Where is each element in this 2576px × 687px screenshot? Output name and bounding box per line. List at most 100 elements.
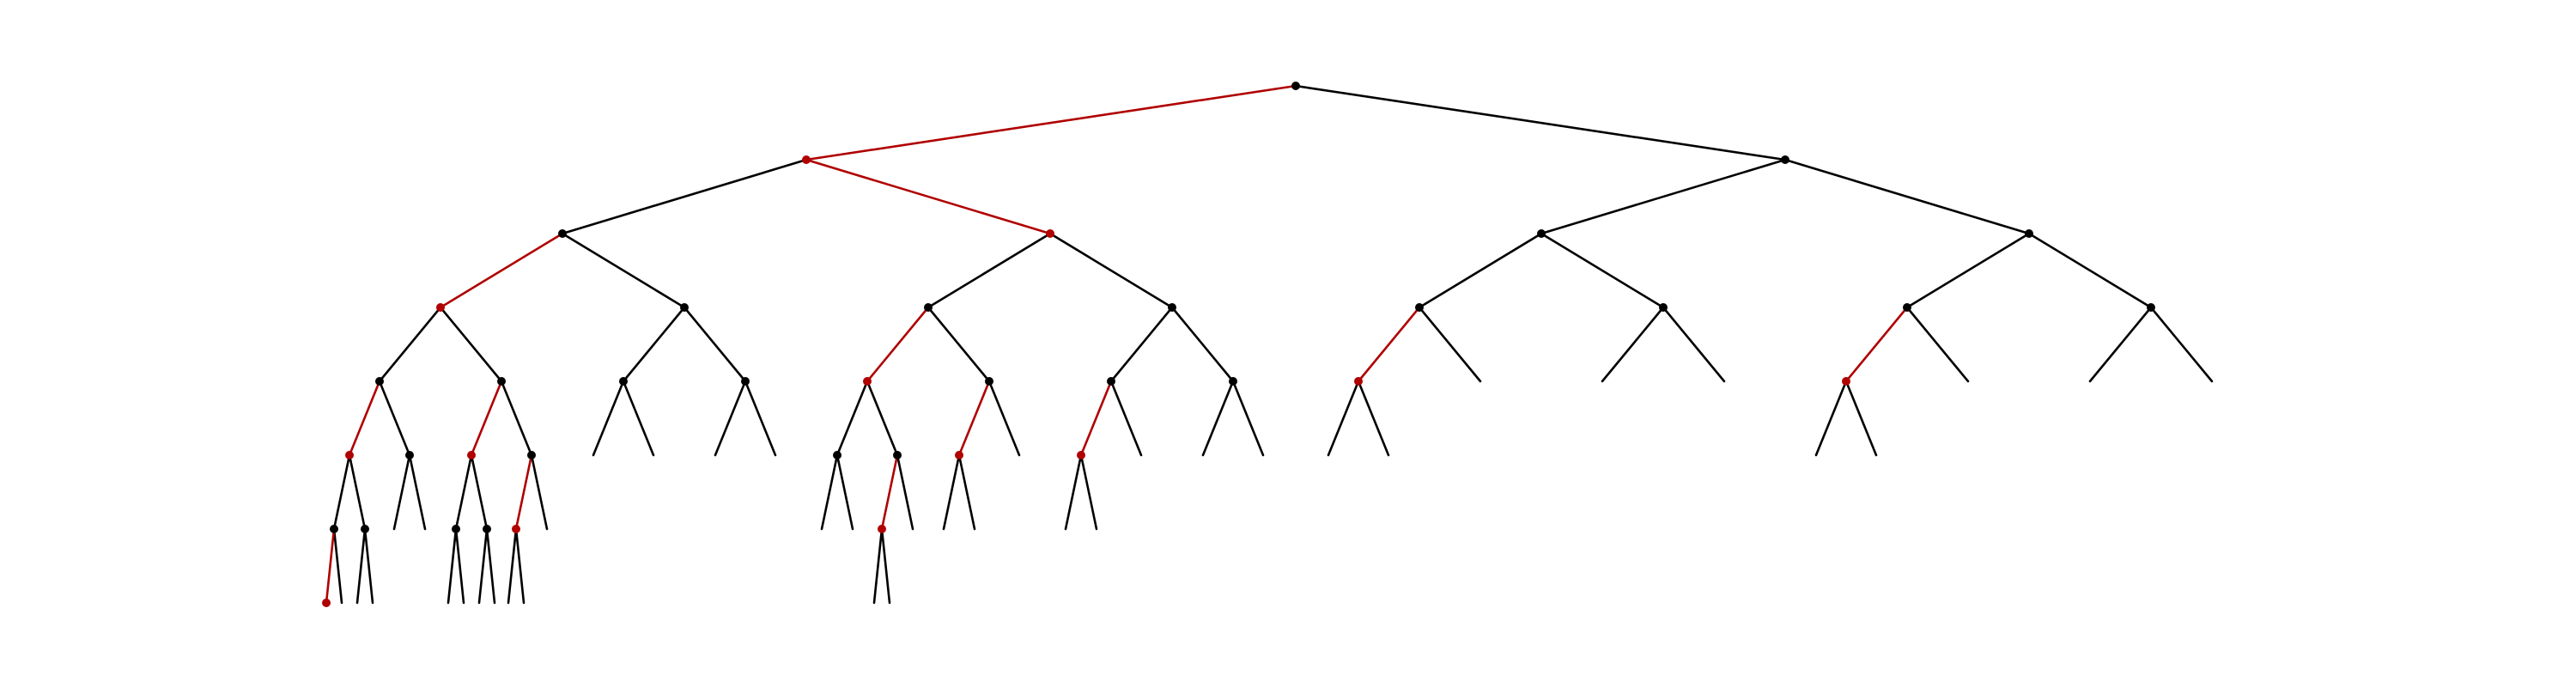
edge-n0-n01-highlighted bbox=[805, 158, 1052, 235]
edge-n1-n10 bbox=[1540, 158, 1787, 235]
node-n1100-highlighted bbox=[1842, 377, 1850, 386]
node-n10 bbox=[1537, 229, 1546, 238]
node-n0000 bbox=[375, 377, 384, 386]
node-n00 bbox=[558, 229, 567, 238]
node-n000-highlighted bbox=[436, 303, 445, 312]
node-n000001 bbox=[361, 525, 369, 533]
edge-n000000-n0000000-highlighted bbox=[325, 527, 336, 605]
node-n000100 bbox=[452, 525, 460, 533]
edge-n110-n1101 bbox=[1905, 306, 1970, 383]
tree-nodes bbox=[322, 82, 2155, 607]
edge-n000001-n0000010 bbox=[355, 527, 367, 605]
node-n1000-highlighted bbox=[1354, 377, 1363, 386]
edge-n0010-n00100 bbox=[592, 380, 625, 457]
edge-n0001-n00011 bbox=[500, 380, 533, 457]
edge-n111-n1110 bbox=[2088, 306, 2153, 383]
edge-n0100-n01000 bbox=[835, 380, 869, 457]
edge-n01001-n010010-highlighted bbox=[880, 453, 899, 531]
edge-n01000-n010000 bbox=[820, 453, 839, 531]
edge-n100-n1000-highlighted bbox=[1357, 306, 1421, 383]
edge-n0110-n01101 bbox=[1109, 380, 1143, 457]
edge-n00011-n000110-highlighted bbox=[514, 453, 533, 531]
edge-n1-n11 bbox=[1783, 158, 2031, 235]
node-n0110 bbox=[1107, 377, 1115, 386]
edge-n011-n0110 bbox=[1109, 306, 1174, 383]
node-n100 bbox=[1415, 303, 1424, 312]
edge-n010010-n0100100 bbox=[872, 527, 884, 605]
edge-n01-n010 bbox=[927, 232, 1052, 309]
edge-n0000-n00000-highlighted bbox=[348, 380, 381, 457]
node-n0000000-highlighted bbox=[322, 599, 331, 607]
edge-n101-n1011 bbox=[1662, 306, 1726, 383]
edge-n0011-n00110 bbox=[714, 380, 747, 457]
edge-n0101-n01011 bbox=[987, 380, 1021, 457]
edge-n000100-n0001001 bbox=[454, 527, 465, 605]
edge-n001-n0011 bbox=[683, 306, 747, 383]
edge-n00010-n000101 bbox=[470, 453, 489, 531]
node-n00000-highlighted bbox=[345, 451, 354, 459]
edge-n-n0-highlighted bbox=[805, 84, 1297, 161]
node-n101 bbox=[1659, 303, 1668, 312]
node-n0101 bbox=[985, 377, 993, 386]
node-n1 bbox=[1781, 155, 1789, 164]
node-n010 bbox=[924, 303, 933, 312]
edge-n001-n0010 bbox=[622, 306, 686, 383]
edge-n100-n1001 bbox=[1418, 306, 1482, 383]
edge-n000-n0000 bbox=[378, 306, 442, 383]
edge-n01100-n011001 bbox=[1079, 453, 1098, 531]
node-n00001 bbox=[405, 451, 414, 459]
edge-n011-n0111 bbox=[1170, 306, 1235, 383]
edge-n0110-n01100-highlighted bbox=[1079, 380, 1113, 457]
edge-n01010-n010101 bbox=[957, 453, 976, 531]
edge-n01-n011 bbox=[1048, 232, 1174, 309]
edge-n111-n1111 bbox=[2149, 306, 2214, 383]
edge-n101-n1010 bbox=[1601, 306, 1665, 383]
edge-n00-n000-highlighted bbox=[439, 232, 564, 309]
edge-n01010-n010100 bbox=[942, 453, 961, 531]
edge-n010-n0101 bbox=[927, 306, 991, 383]
node-n110 bbox=[1903, 303, 1911, 312]
node-n010010-highlighted bbox=[878, 525, 886, 533]
node-n11 bbox=[2025, 229, 2033, 238]
node-n00010-highlighted bbox=[467, 451, 476, 459]
edge-n0000-n00001 bbox=[378, 380, 411, 457]
edge-n0-n00 bbox=[561, 158, 808, 235]
edge-n00000-n000001 bbox=[348, 453, 367, 531]
node-n01010-highlighted bbox=[955, 451, 963, 459]
node-n bbox=[1291, 82, 1300, 90]
edge-n010010-n0100101 bbox=[880, 527, 891, 605]
edge-n0101-n01010-highlighted bbox=[957, 380, 991, 457]
edge-n000110-n0001101 bbox=[514, 527, 526, 605]
edge-n-n1 bbox=[1294, 84, 1787, 161]
tree-edges bbox=[325, 84, 2214, 605]
node-n0011 bbox=[741, 377, 750, 386]
edge-n00000-n000000 bbox=[332, 453, 351, 531]
node-n0010 bbox=[619, 377, 628, 386]
edge-n1000-n10000 bbox=[1327, 380, 1360, 457]
edge-n1000-n10001 bbox=[1357, 380, 1390, 457]
node-n0100-highlighted bbox=[863, 377, 872, 386]
edge-n0111-n01110 bbox=[1201, 380, 1235, 457]
edge-n0100-n01001 bbox=[866, 380, 899, 457]
edge-n000110-n0001100 bbox=[507, 527, 518, 605]
edge-n1100-n11001 bbox=[1844, 380, 1878, 457]
edge-n01000-n010001 bbox=[835, 453, 854, 531]
edge-n000-n0001 bbox=[439, 306, 503, 383]
edge-n11-n110 bbox=[1905, 232, 2031, 309]
node-n01001 bbox=[893, 451, 902, 459]
edge-n00001-n000010 bbox=[392, 453, 411, 531]
edge-n01001-n010011 bbox=[896, 453, 914, 531]
node-n001 bbox=[680, 303, 689, 312]
edge-n1100-n11000 bbox=[1814, 380, 1848, 457]
edge-n00011-n000111 bbox=[530, 453, 549, 531]
edge-n00010-n000100 bbox=[454, 453, 473, 531]
edge-n00001-n000011 bbox=[408, 453, 427, 531]
edge-n11-n111 bbox=[2027, 232, 2153, 309]
edge-n000100-n0001000 bbox=[447, 527, 458, 605]
node-n000101 bbox=[483, 525, 491, 533]
node-n00011 bbox=[527, 451, 536, 459]
node-n0001 bbox=[497, 377, 506, 386]
edge-n0011-n00111 bbox=[744, 380, 777, 457]
node-n01000 bbox=[833, 451, 841, 459]
